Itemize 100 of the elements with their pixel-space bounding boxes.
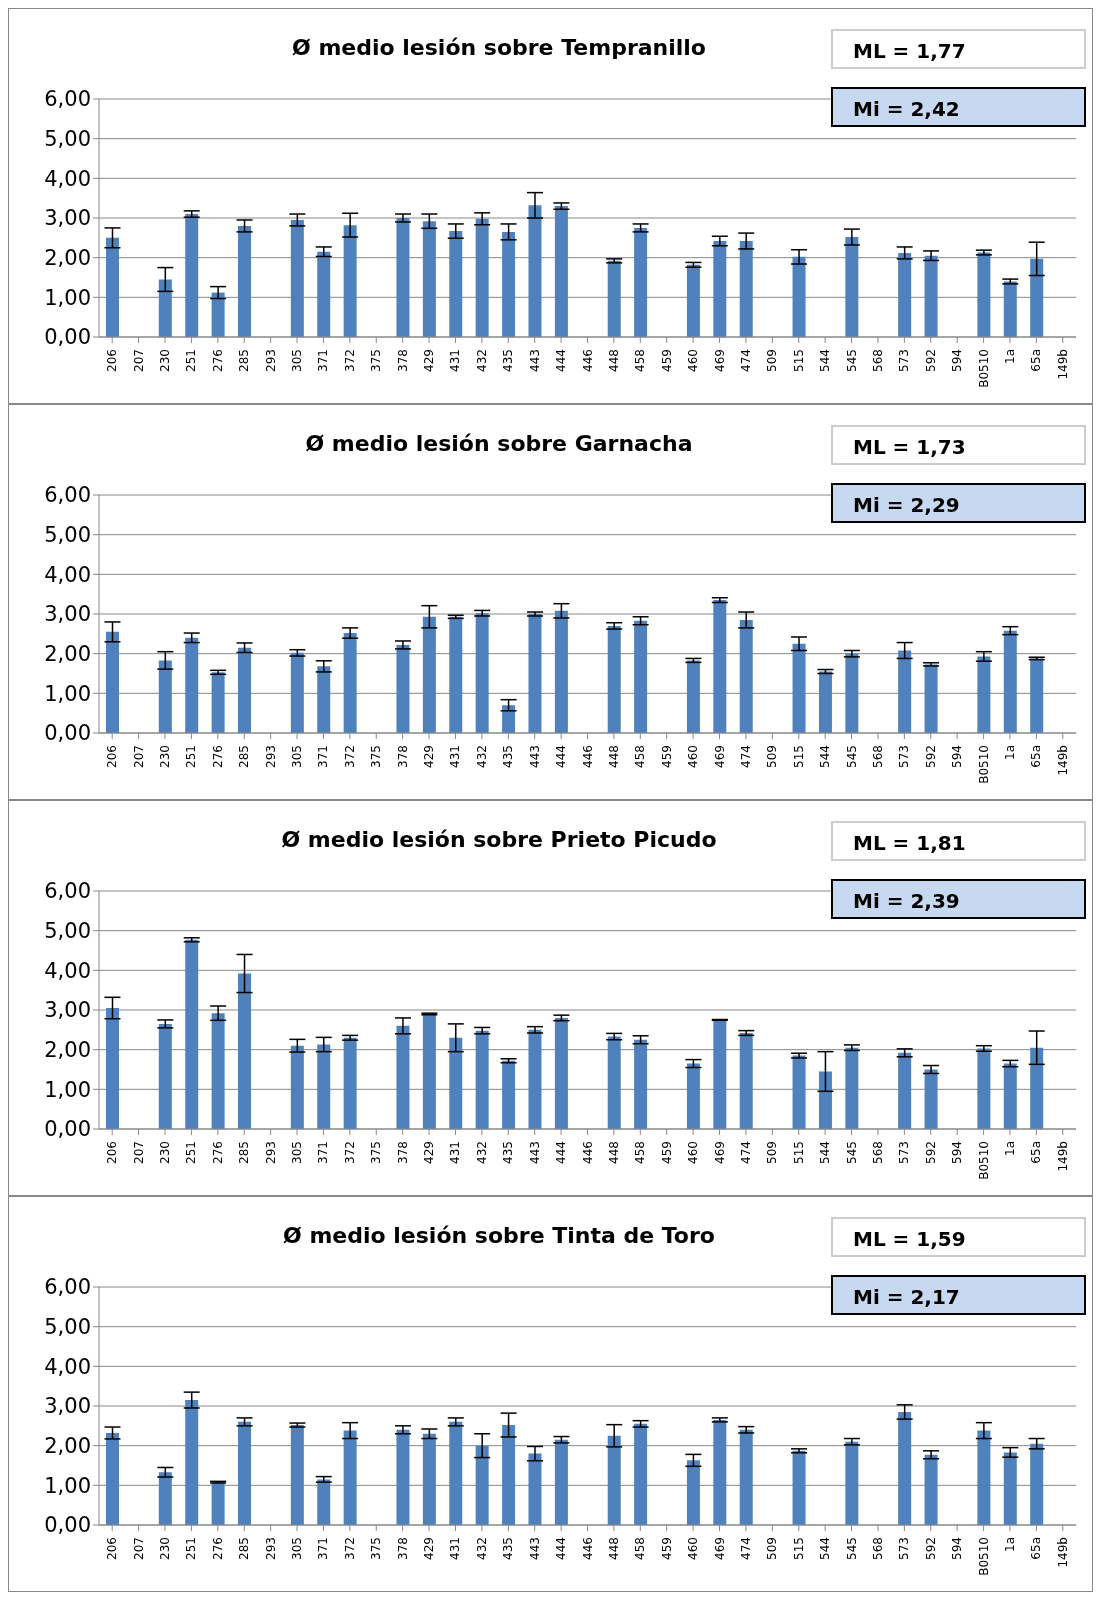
x-tick-label: B0510 xyxy=(976,349,991,388)
x-tick-label: 65a xyxy=(1029,1141,1044,1164)
x-tick-label: 446 xyxy=(580,349,595,372)
x-tick-label: 469 xyxy=(712,745,727,768)
x-tick-label: 444 xyxy=(554,349,569,372)
x-tick-label: 207 xyxy=(131,1537,146,1560)
bar xyxy=(475,1445,489,1525)
x-tick-label: 431 xyxy=(448,745,463,768)
bar xyxy=(1030,658,1044,733)
x-tick-label: 509 xyxy=(765,1537,780,1560)
bar xyxy=(977,1048,991,1129)
x-tick-label: 568 xyxy=(870,745,885,768)
x-tick-label: 446 xyxy=(580,745,595,768)
x-tick-label: 375 xyxy=(369,349,384,372)
bar xyxy=(713,1019,727,1129)
y-tick-label: 6,00 xyxy=(44,1275,91,1300)
x-tick-label: 594 xyxy=(950,1537,965,1560)
bar xyxy=(977,1430,991,1525)
bar xyxy=(739,1033,753,1129)
x-tick-label: 509 xyxy=(765,349,780,372)
x-tick-label: 375 xyxy=(369,1141,384,1164)
x-tick-label: 568 xyxy=(870,349,885,372)
y-tick-label: 4,00 xyxy=(44,562,91,587)
x-tick-label: 592 xyxy=(923,745,938,768)
bar xyxy=(686,264,700,337)
bar xyxy=(396,1025,410,1129)
x-tick-label: 515 xyxy=(791,1141,806,1164)
bar xyxy=(1003,281,1017,337)
bar xyxy=(818,1071,832,1129)
x-tick-label: 1a xyxy=(1002,1141,1017,1156)
bar xyxy=(792,256,806,337)
y-tick-label: 1,00 xyxy=(44,285,91,310)
x-tick-label: 573 xyxy=(897,745,912,768)
x-tick-label: 230 xyxy=(158,745,173,768)
x-tick-label: 372 xyxy=(342,1141,357,1164)
x-tick-label: 474 xyxy=(738,349,753,372)
x-tick-label: 469 xyxy=(712,349,727,372)
x-tick-label: 594 xyxy=(950,1141,965,1164)
x-tick-label: 458 xyxy=(633,1141,648,1164)
y-tick-label: 1,00 xyxy=(44,681,91,706)
bar xyxy=(607,625,621,733)
y-tick-label: 3,00 xyxy=(44,1394,91,1419)
x-tick-label: 276 xyxy=(210,1141,225,1164)
x-tick-label: 460 xyxy=(686,1537,701,1560)
x-tick-label: 435 xyxy=(501,349,516,372)
x-tick-label: 460 xyxy=(686,349,701,372)
bar xyxy=(290,652,304,733)
bar xyxy=(634,227,648,337)
x-tick-label: 149b xyxy=(1055,349,1070,380)
x-tick-label: 544 xyxy=(818,349,833,372)
x-tick-label: 207 xyxy=(131,349,146,372)
bar xyxy=(686,1063,700,1129)
x-tick-label: 444 xyxy=(554,1537,569,1560)
bar xyxy=(845,237,859,337)
bar xyxy=(1003,1063,1017,1129)
y-tick-label: 5,00 xyxy=(44,523,91,548)
bar xyxy=(528,205,542,337)
x-tick-label: 149b xyxy=(1055,1141,1070,1172)
bar xyxy=(185,637,199,733)
x-tick-label: 594 xyxy=(950,745,965,768)
x-tick-label: 443 xyxy=(527,1537,542,1560)
y-tick-label: 1,00 xyxy=(44,1473,91,1498)
bar xyxy=(238,225,252,337)
x-tick-label: 372 xyxy=(342,1537,357,1560)
x-tick-label: 372 xyxy=(342,349,357,372)
x-tick-label: 429 xyxy=(422,745,437,768)
x-tick-label: 251 xyxy=(184,349,199,372)
x-tick-label: 293 xyxy=(263,745,278,768)
y-tick-label: 2,00 xyxy=(44,1434,91,1459)
bar xyxy=(211,672,225,733)
x-tick-label: 276 xyxy=(210,349,225,372)
bar xyxy=(185,1400,199,1525)
x-tick-label: 431 xyxy=(448,1537,463,1560)
bar xyxy=(475,613,489,733)
x-tick-label: 371 xyxy=(316,745,331,768)
x-tick-label: 206 xyxy=(105,349,120,372)
y-tick-label: 0,00 xyxy=(44,325,91,350)
x-tick-label: 429 xyxy=(422,1141,437,1164)
bar xyxy=(449,1421,463,1525)
x-tick-label: 592 xyxy=(923,1141,938,1164)
text-box: ML = 1,59 xyxy=(831,1217,1086,1257)
x-tick-label: 459 xyxy=(659,745,674,768)
y-tick-label: 2,00 xyxy=(44,246,91,271)
x-tick-label: 448 xyxy=(606,349,621,372)
x-tick-label: 276 xyxy=(210,745,225,768)
bar xyxy=(343,225,357,337)
x-tick-label: 444 xyxy=(554,1141,569,1164)
x-tick-label: 305 xyxy=(290,1141,305,1164)
bar xyxy=(211,1482,225,1525)
text-box: Mi = 2,39 xyxy=(831,879,1086,919)
text-box: Mi = 2,42 xyxy=(831,87,1086,127)
y-tick-label: 5,00 xyxy=(44,127,91,152)
x-tick-label: 446 xyxy=(580,1141,595,1164)
x-tick-label: 207 xyxy=(131,745,146,768)
bar xyxy=(924,255,938,337)
y-tick-label: 0,00 xyxy=(44,1513,91,1538)
bar xyxy=(792,643,806,733)
y-tick-label: 6,00 xyxy=(44,879,91,904)
x-tick-label: 545 xyxy=(844,1537,859,1560)
x-tick-label: 592 xyxy=(923,349,938,372)
